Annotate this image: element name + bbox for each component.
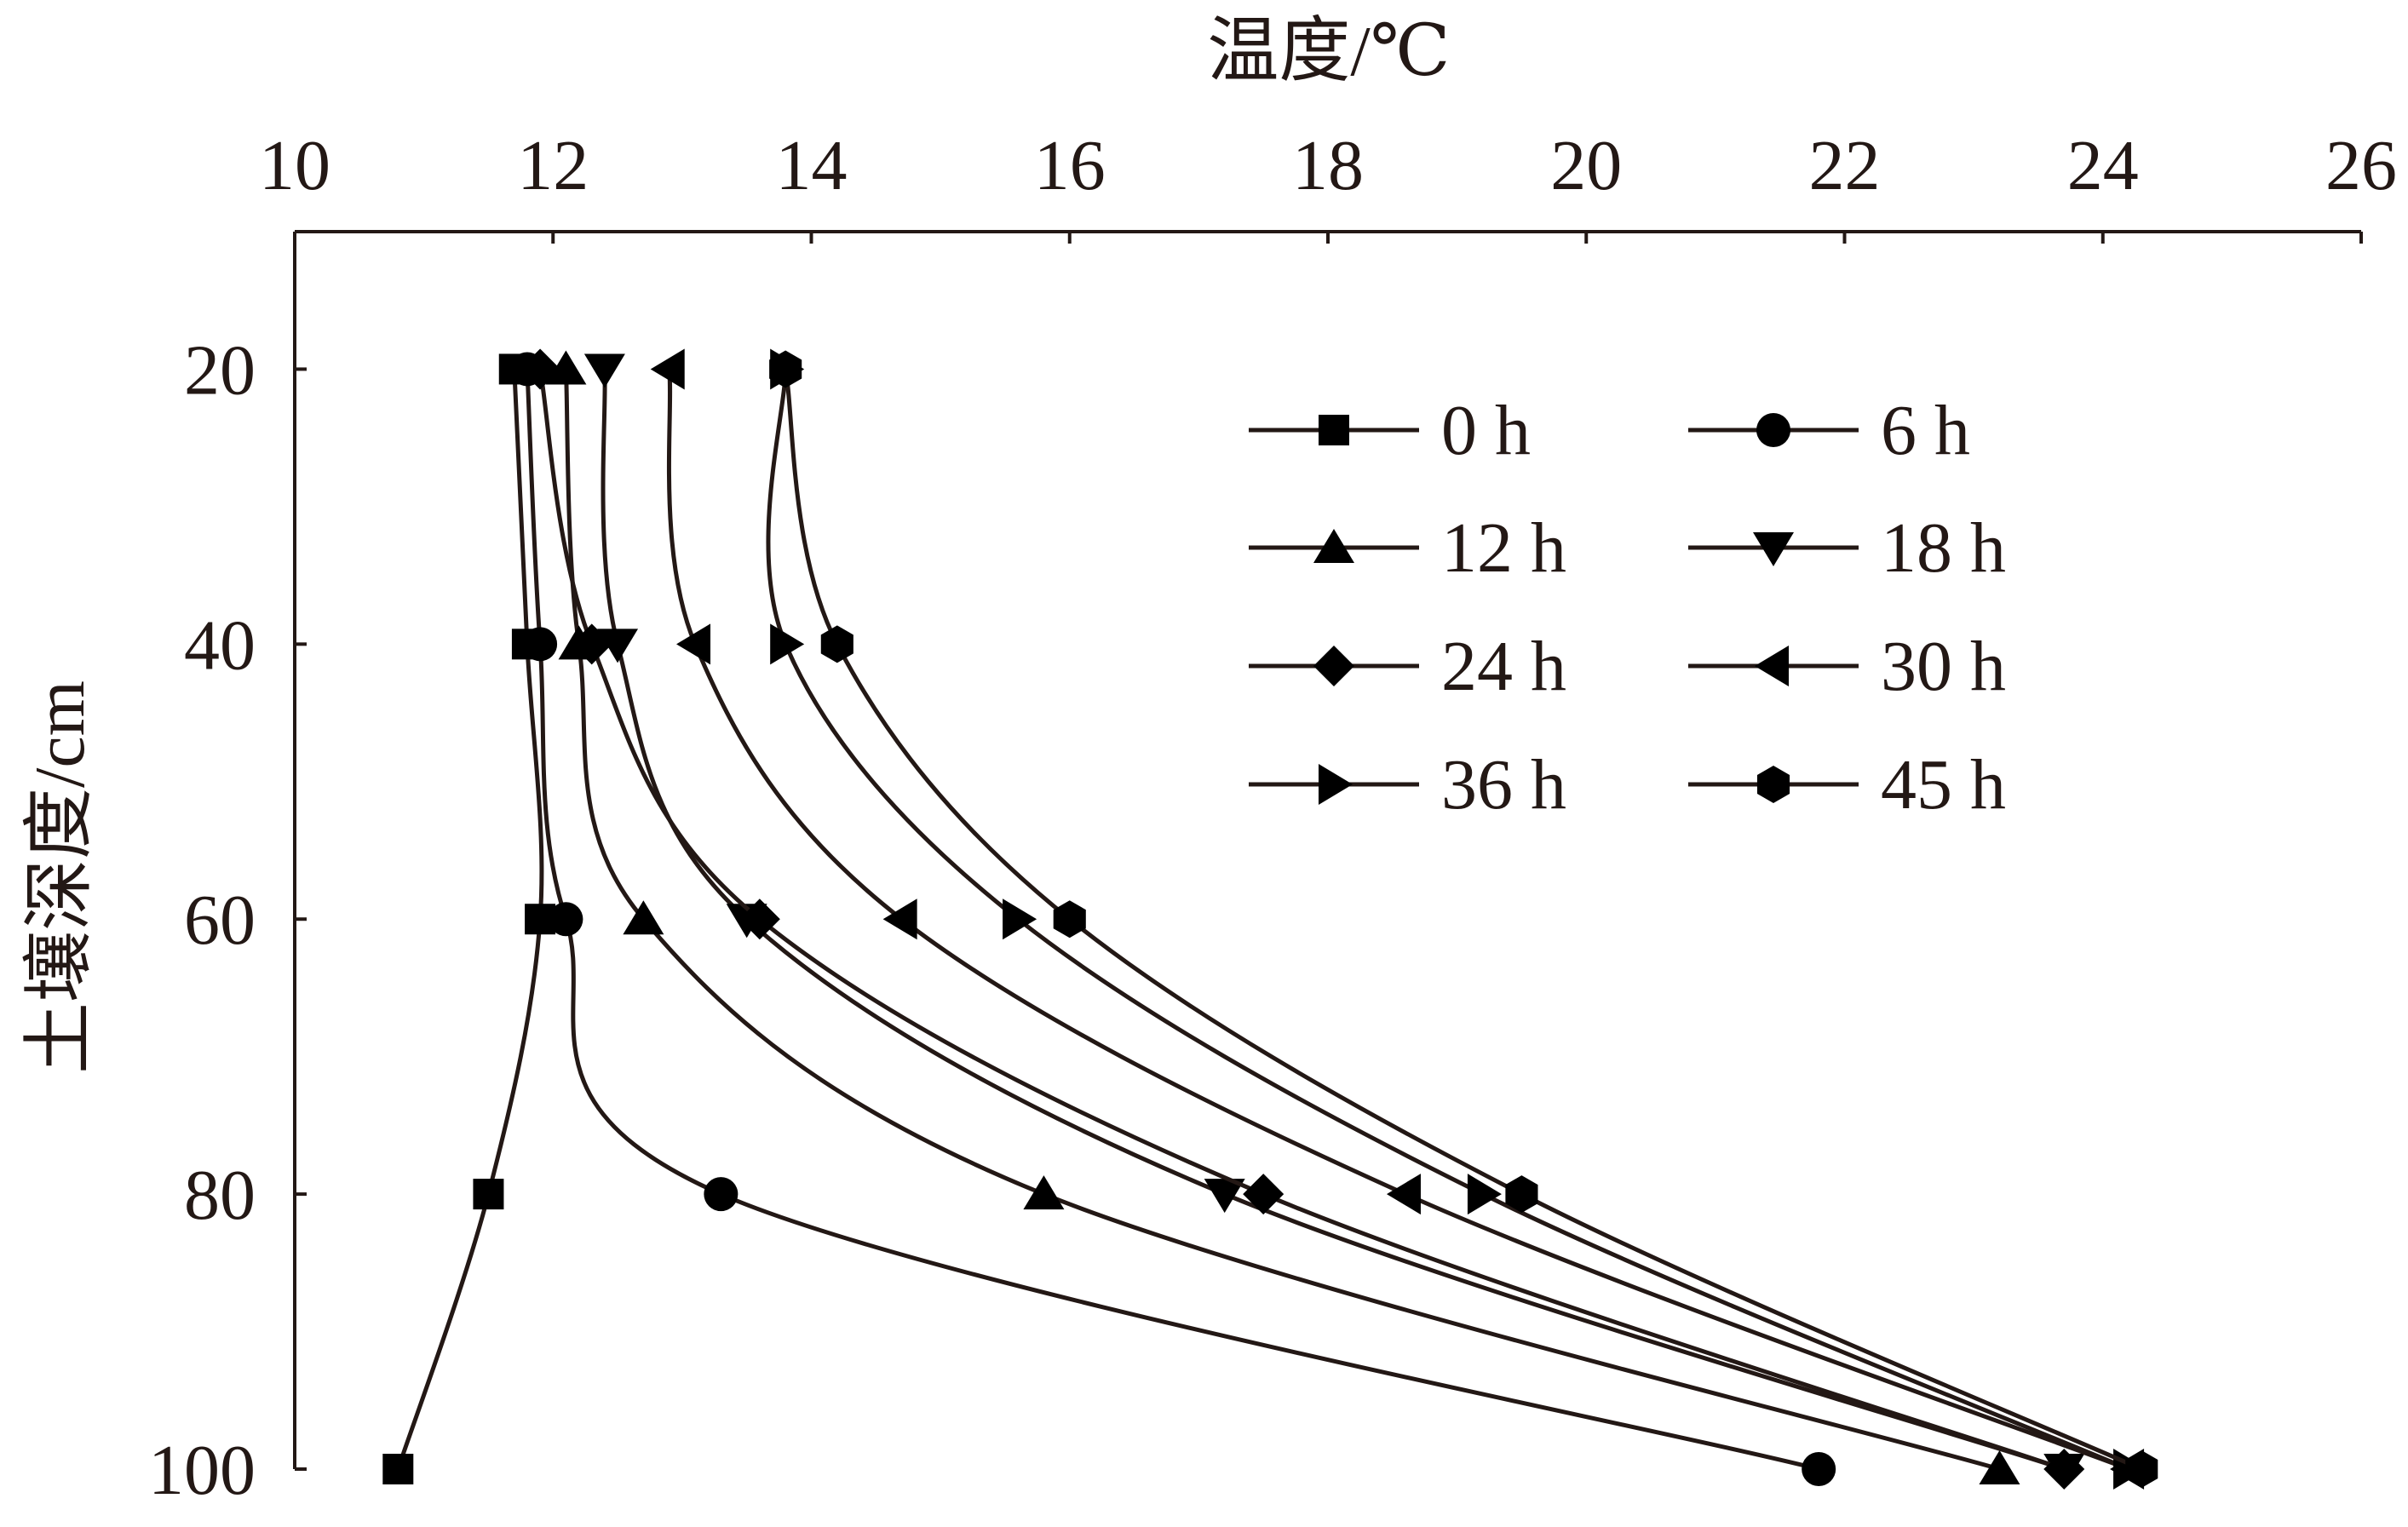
series-line xyxy=(666,369,2129,1472)
data-point xyxy=(1467,1174,1502,1215)
series-18h xyxy=(583,353,2085,1488)
legend-item: 0 h xyxy=(1249,391,1531,470)
legend-label: 45 h xyxy=(1881,745,2006,824)
y-tick-label: 80 xyxy=(184,1156,256,1235)
legend-item: 36 h xyxy=(1249,745,1566,824)
data-point xyxy=(676,623,711,665)
y-tick-label: 60 xyxy=(184,881,256,960)
x-tick-label: 26 xyxy=(2325,126,2397,205)
data-point xyxy=(769,350,802,388)
data-point xyxy=(820,625,853,663)
data-point xyxy=(1243,1174,1284,1215)
y-tick-label: 40 xyxy=(184,606,256,685)
data-point xyxy=(770,623,805,665)
data-point xyxy=(704,1177,738,1212)
data-point xyxy=(523,627,558,662)
data-point xyxy=(650,348,685,390)
legend-marker xyxy=(1319,764,1353,805)
data-point xyxy=(882,898,917,940)
data-point xyxy=(583,353,625,388)
legend-marker xyxy=(1755,646,1789,686)
y-tick-label: 100 xyxy=(148,1431,256,1510)
legend-item: 24 h xyxy=(1249,627,1566,706)
data-point xyxy=(623,900,664,935)
x-tick-label: 20 xyxy=(1550,126,1622,205)
legend-marker xyxy=(1756,413,1790,447)
series-6h xyxy=(509,352,1836,1486)
data-point xyxy=(549,902,583,937)
data-point xyxy=(1003,898,1037,940)
legend-label: 24 h xyxy=(1441,627,1566,706)
legend-label: 30 h xyxy=(1881,627,2006,706)
legend-marker xyxy=(1313,529,1354,563)
series-layer xyxy=(382,348,2158,1490)
y-tick-label: 20 xyxy=(184,330,256,410)
data-point xyxy=(2043,1449,2085,1490)
data-point xyxy=(1979,1450,2020,1484)
data-point xyxy=(545,350,587,385)
data-point xyxy=(1204,1179,1245,1214)
legend-label: 18 h xyxy=(1881,508,2006,588)
legend-item: 6 h xyxy=(1688,391,1970,470)
legend-label: 36 h xyxy=(1441,745,1566,824)
legend-label: 12 h xyxy=(1441,508,1566,588)
series-0h xyxy=(382,353,556,1484)
axes: 10 12 14 16 18 20 22 24 26 20 40 60 80 100 xyxy=(148,126,2397,1510)
x-tick-label: 22 xyxy=(1809,126,1881,205)
data-point xyxy=(2125,1450,2158,1488)
series-45h xyxy=(769,350,2158,1488)
legend: 0 h 6 h 12 h 18 h 24 h 30 h 36 h 45 h xyxy=(1249,391,2006,824)
legend-marker xyxy=(1756,766,1790,803)
x-tick-label: 18 xyxy=(1292,126,1364,205)
data-point xyxy=(473,1179,504,1210)
series-line xyxy=(601,369,2066,1472)
series-line xyxy=(766,369,2130,1472)
data-point xyxy=(520,348,561,390)
x-axis-title: 温度/℃ xyxy=(1207,12,1450,91)
series-line xyxy=(525,369,1819,1472)
y-axis-title: 土壤深度/cm xyxy=(20,680,100,1074)
series-24h xyxy=(520,348,2085,1490)
data-point xyxy=(597,629,639,663)
data-point xyxy=(1023,1175,1065,1210)
legend-marker xyxy=(1313,646,1354,686)
x-tick-label: 16 xyxy=(1034,126,1106,205)
data-point xyxy=(1386,1174,1421,1215)
x-tick-label: 12 xyxy=(517,126,589,205)
data-point xyxy=(382,1454,414,1484)
legend-marker xyxy=(1753,532,1794,566)
series-12h xyxy=(545,350,2020,1484)
legend-marker xyxy=(1319,415,1349,445)
data-point xyxy=(571,623,612,665)
legend-label: 0 h xyxy=(1441,391,1531,470)
legend-item: 45 h xyxy=(1688,745,2006,824)
data-point xyxy=(1505,1175,1538,1214)
x-tick-label: 24 xyxy=(2067,126,2139,205)
data-point xyxy=(1053,900,1086,939)
legend-item: 12 h xyxy=(1249,508,1566,588)
legend-item: 30 h xyxy=(1688,627,2006,706)
legend-item: 18 h xyxy=(1688,508,2006,588)
series-line xyxy=(395,369,544,1470)
x-tick-label: 14 xyxy=(776,126,848,205)
series-line xyxy=(783,368,2143,1472)
series-line xyxy=(537,368,2066,1472)
data-point xyxy=(738,898,780,940)
legend-label: 6 h xyxy=(1881,391,1970,470)
data-point xyxy=(1802,1452,1836,1486)
series-line xyxy=(563,369,2001,1472)
x-tick-label: 10 xyxy=(259,126,330,205)
